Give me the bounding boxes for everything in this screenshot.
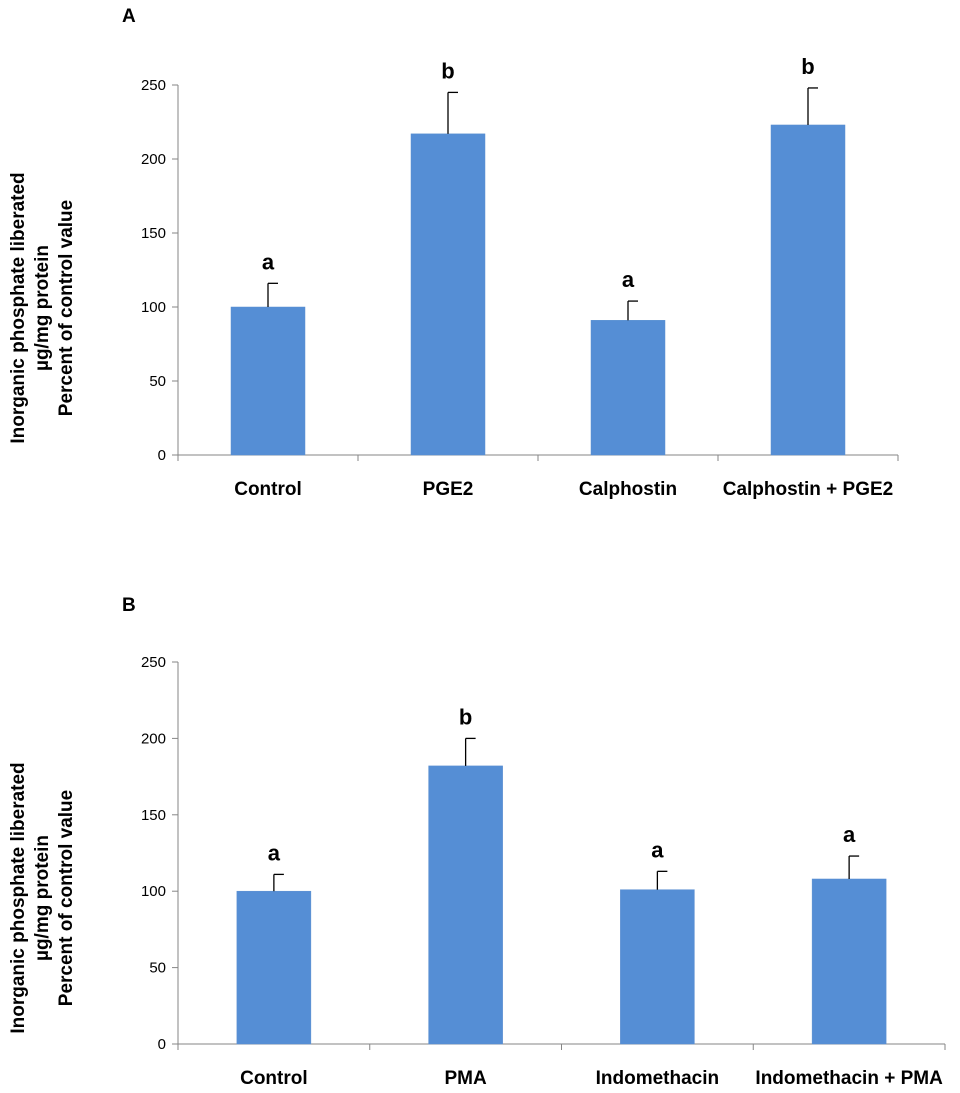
category-label: Calphostin (579, 479, 677, 500)
y-axis-label-b: Inorganic phosphate liberated µg/mg prot… (8, 762, 77, 1033)
y-tick-label: 150 (141, 225, 166, 242)
y-tick-label: 100 (141, 883, 166, 900)
category-label: PMA (445, 1068, 488, 1089)
category-label: PGE2 (423, 479, 474, 500)
significance-letter: b (441, 58, 454, 83)
y-tick-label: 0 (158, 1036, 166, 1053)
y-axis-label-line-3: Percent of control value (56, 790, 77, 1006)
y-tick-label: 50 (149, 373, 166, 390)
category-label: Control (240, 1068, 308, 1089)
significance-letter: a (843, 822, 856, 847)
y-axis-label-line-1: Inorganic phosphate liberated (8, 172, 29, 443)
significance-letter: a (262, 249, 275, 274)
significance-letter: a (622, 267, 635, 292)
bar (620, 889, 695, 1045)
y-tick-label: 250 (141, 77, 166, 94)
significance-letter: a (651, 837, 664, 862)
category-label: Control (234, 479, 302, 500)
significance-letter: b (459, 704, 472, 729)
category-label: Indomethacin + PMA (755, 1068, 943, 1089)
y-axis-label-a: Inorganic phosphate liberated µg/mg prot… (8, 172, 77, 443)
y-tick-label: 0 (158, 447, 166, 464)
y-axis-label-line-1: Inorganic phosphate liberated (8, 762, 29, 1033)
significance-letter: b (801, 54, 814, 79)
y-tick-label: 50 (149, 960, 166, 977)
category-label: Indomethacin (596, 1068, 720, 1089)
category-label: Calphostin + PGE2 (723, 479, 894, 500)
bar (428, 765, 503, 1045)
bar (230, 306, 306, 456)
y-tick-label: 200 (141, 730, 166, 747)
y-tick-label: 100 (141, 299, 166, 316)
bar (811, 878, 887, 1045)
bar (410, 133, 486, 456)
bar (236, 890, 312, 1045)
panel-label-a: A (122, 6, 136, 27)
bar (590, 320, 666, 456)
y-tick-label: 250 (141, 654, 166, 671)
panel-label-b: B (122, 595, 136, 616)
chart-panel-b: B Inorganic phosphate liberated µg/mg pr… (8, 595, 946, 1089)
y-axis-label-line-2: µg/mg protein (32, 245, 53, 371)
y-tick-label: 200 (141, 151, 166, 168)
y-tick-label: 150 (141, 807, 166, 824)
bar (770, 124, 846, 456)
y-axis-label-line-2: µg/mg protein (32, 835, 53, 961)
y-axis-label-line-3: Percent of control value (56, 200, 77, 416)
chart-panel-a: A Inorganic phosphate liberated µg/mg pr… (8, 6, 899, 500)
significance-letter: a (268, 840, 281, 865)
